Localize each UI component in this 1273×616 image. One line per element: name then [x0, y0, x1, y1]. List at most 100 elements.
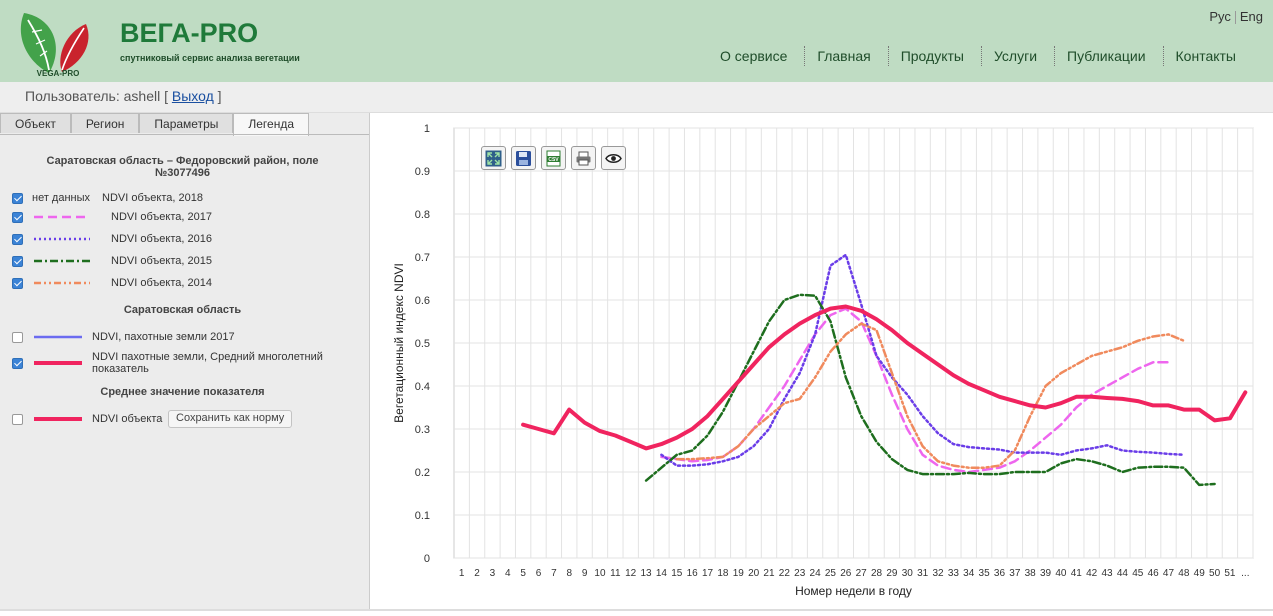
x-tick-label: 3: [490, 568, 496, 579]
y-tick-label: 0.7: [415, 252, 430, 264]
main-nav: О сервисе Главная Продукты Услуги Публик…: [708, 46, 1253, 66]
user-label: Пользователь: ashell [: [25, 88, 168, 104]
user-info: Пользователь: ashell [ Выход ]: [25, 88, 222, 104]
tab-region[interactable]: Регион: [70, 113, 140, 133]
x-tick-label: 37: [1009, 568, 1021, 579]
checkbox-2014[interactable]: [12, 277, 23, 289]
legend-label-2018: NDVI объекта, 2018: [102, 192, 203, 204]
checkbox-region-2017[interactable]: [12, 331, 23, 343]
y-tick-label: 1: [424, 123, 430, 135]
vega-pro-logo[interactable]: VEGA-PRO: [14, 8, 102, 78]
legend-item-2016: NDVI объекта, 2016: [12, 231, 212, 247]
y-tick-label: 0.9: [415, 166, 430, 178]
x-tick-label: 51: [1224, 568, 1236, 579]
y-tick-label: 0.1: [415, 510, 430, 522]
logo-text: VEGA-PRO: [37, 69, 80, 78]
eye-icon[interactable]: [601, 146, 626, 170]
x-axis-label: Номер недели в году: [795, 584, 912, 598]
x-tick-label: 6: [536, 568, 542, 579]
legend-label-2014: NDVI объекта, 2014: [111, 277, 212, 289]
x-tick-label: 9: [582, 568, 588, 579]
logout-link[interactable]: Выход: [171, 88, 214, 104]
series-line-4: [675, 322, 1186, 469]
legend-label-2016: NDVI объекта, 2016: [111, 233, 212, 245]
brand-title[interactable]: ВЕГА-PRO: [120, 18, 259, 48]
panel-tabs: Объект Регион Параметры Легенда: [0, 113, 310, 136]
x-tick-label: 23: [794, 568, 806, 579]
nav-contacts[interactable]: Контакты: [1175, 48, 1236, 64]
save-as-norm-button[interactable]: Сохранить как норму: [168, 410, 293, 428]
csv-icon[interactable]: CSV: [541, 146, 566, 170]
legend-item-2018: нет данных NDVI объекта, 2018: [12, 190, 203, 206]
x-tick-label: 27: [856, 568, 868, 579]
header: VEGA-PRO ВЕГА-PRO спутниковый сервис ана…: [0, 0, 1273, 82]
x-tick-label: 33: [948, 568, 960, 579]
tab-legend[interactable]: Легенда: [233, 113, 310, 136]
nav-products[interactable]: Продукты: [889, 46, 982, 66]
legend-label-2017: NDVI объекта, 2017: [111, 211, 212, 223]
nav-services[interactable]: Услуги: [982, 46, 1056, 66]
bottom-divider: [0, 609, 1273, 611]
nav-publications[interactable]: Публикации: [1055, 46, 1164, 66]
x-tick-label: 21: [763, 568, 775, 579]
x-tick-label: 15: [671, 568, 683, 579]
average-title: Среднее значение показателя: [100, 386, 265, 398]
x-tick-label: 50: [1209, 568, 1221, 579]
x-tick-label: 13: [641, 568, 653, 579]
x-tick-label: 35: [979, 568, 991, 579]
line-sample-object-avg: [34, 417, 82, 421]
checkbox-2018[interactable]: [12, 192, 23, 204]
checkbox-2016[interactable]: [12, 233, 23, 245]
x-tick-label: 11: [610, 568, 621, 579]
checkbox-2015[interactable]: [12, 255, 23, 267]
user-bracket: ]: [217, 88, 222, 104]
legend-item-region-avg: NDVI пахотные земли, Средний многолетний…: [12, 349, 332, 377]
line-sample-2017: [34, 215, 90, 219]
y-tick-label: 0.8: [415, 209, 430, 221]
legend-item-object-avg: NDVI объекта: [12, 411, 162, 427]
y-tick-label: 0.5: [415, 338, 430, 350]
nav-about[interactable]: О сервисе: [708, 46, 806, 66]
x-tick-label: 2: [474, 568, 480, 579]
y-tick-label: 0.6: [415, 295, 430, 307]
x-tick-label: 16: [687, 568, 699, 579]
checkbox-region-avg[interactable]: [12, 357, 23, 369]
user-bar: Пользователь: ashell [ Выход ]: [0, 82, 1273, 113]
x-tick-label: 4: [505, 568, 511, 579]
x-tick-label: 7: [551, 568, 557, 579]
checkbox-2017[interactable]: [12, 211, 23, 223]
x-tick-label: 38: [1025, 568, 1037, 579]
x-tick-label: 19: [733, 568, 745, 579]
y-axis-label: Вегетационный индекс NDVI: [392, 263, 406, 423]
svg-text:CSV: CSV: [548, 157, 559, 163]
no-data-sample: нет данных: [32, 192, 91, 204]
y-tick-label: 0.4: [415, 381, 430, 393]
x-tick-label: 8: [566, 568, 572, 579]
fit-icon[interactable]: [481, 146, 506, 170]
nav-home[interactable]: Главная: [805, 46, 889, 66]
x-tick-label: 31: [917, 568, 929, 579]
tab-object[interactable]: Объект: [0, 113, 71, 133]
tab-parameters[interactable]: Параметры: [139, 113, 234, 133]
lang-en[interactable]: Eng: [1239, 9, 1263, 24]
checkbox-object-avg[interactable]: [12, 413, 23, 425]
legend-item-2014: NDVI объекта, 2014: [12, 275, 212, 291]
print-icon[interactable]: [571, 146, 596, 170]
x-tick-label: 28: [871, 568, 883, 579]
x-tick-label: 20: [748, 568, 760, 579]
x-tick-label: 36: [994, 568, 1006, 579]
x-tick-label: 24: [810, 568, 822, 579]
y-tick-label: 0.2: [415, 467, 430, 479]
legend-label-region-avg: NDVI пахотные земли, Средний многолетний…: [92, 351, 323, 375]
x-tick-label: 45: [1132, 568, 1144, 579]
x-tick-label: 42: [1086, 568, 1098, 579]
legend-item-region-2017: NDVI, пахотные земли 2017: [12, 329, 235, 345]
x-tick-label: 46: [1148, 568, 1160, 579]
y-tick-label: 0.3: [415, 424, 430, 436]
chart-area: 0 0.1 0.2 0.3 0.4 0.5 0.6 0.7 0.8 0.9 1 1 2 3 4 5 6 7 8 9 10…: [370, 113, 1273, 611]
x-tick-label: 18: [717, 568, 729, 579]
save-icon[interactable]: [511, 146, 536, 170]
line-sample-2015: [34, 259, 90, 263]
x-tick-label: 41: [1071, 568, 1083, 579]
lang-ru[interactable]: Рус: [1209, 9, 1231, 24]
